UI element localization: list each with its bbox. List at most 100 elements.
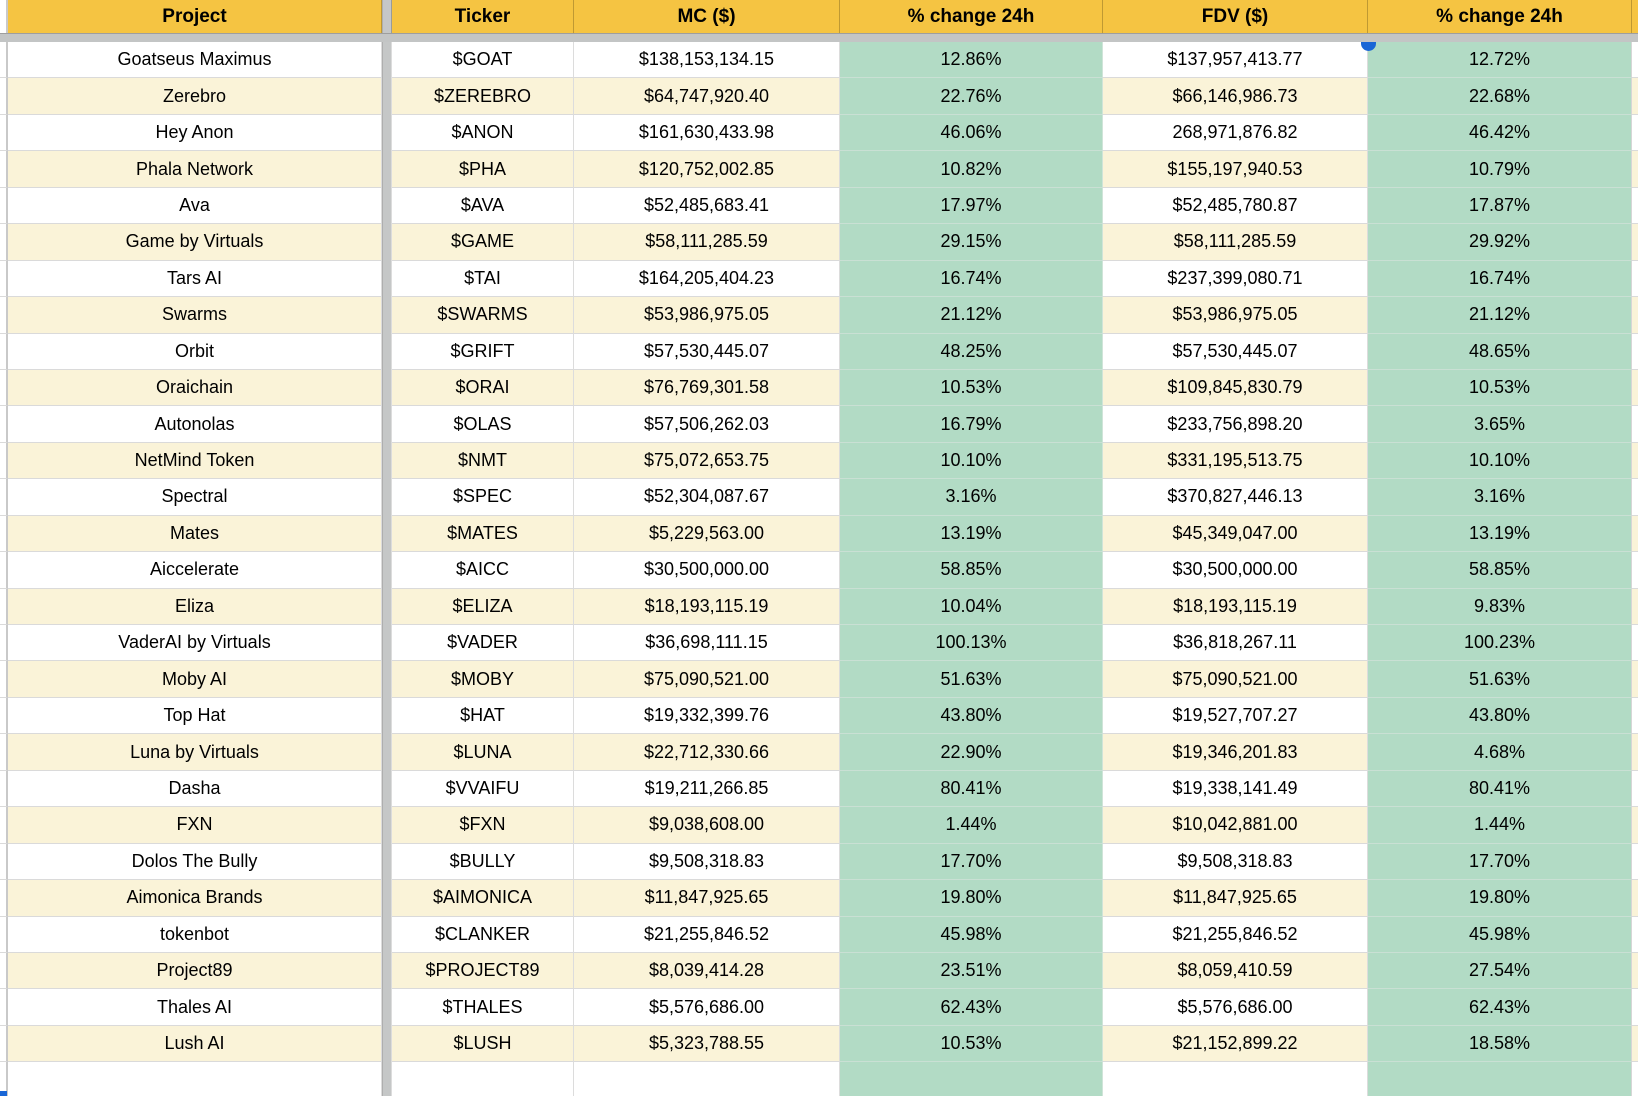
cell-change-mc[interactable]: 58.85% <box>840 552 1103 589</box>
cell-change-fdv[interactable]: 3.16% <box>1368 479 1632 516</box>
column-header-mc[interactable]: MC ($) <box>574 0 840 33</box>
cell-change-fdv[interactable]: 12.72% <box>1368 42 1632 79</box>
cell-ticker[interactable]: $BULLY <box>392 843 574 881</box>
cell-change-fdv[interactable]: 4.68% <box>1368 734 1632 771</box>
cell-change-fdv[interactable]: 16.74% <box>1368 260 1632 298</box>
cell-mc[interactable]: $64,747,920.40 <box>574 78 840 115</box>
column-group-collapse-marker[interactable] <box>1361 42 1376 51</box>
cell-ticker[interactable]: $LUSH <box>392 1025 574 1063</box>
cell-project[interactable]: Swarms <box>8 297 382 334</box>
cell-mc[interactable]: $53,986,975.05 <box>574 297 840 334</box>
cell-change-fdv[interactable]: 45.98% <box>1368 916 1632 953</box>
cell-ticker[interactable]: $ELIZA <box>392 588 574 625</box>
cell-change-fdv[interactable]: 29.92% <box>1368 224 1632 261</box>
cell-project[interactable]: Thales AI <box>8 989 382 1026</box>
column-header-ticker[interactable]: Ticker <box>392 0 574 33</box>
cell-ticker[interactable]: $OLAS <box>392 406 574 443</box>
cell-change-fdv[interactable]: 21.12% <box>1368 297 1632 334</box>
cell-change-mc[interactable] <box>840 1062 1103 1096</box>
cell-change-mc[interactable]: 16.79% <box>840 406 1103 443</box>
cell-change-mc[interactable]: 22.90% <box>840 734 1103 771</box>
cell-change-fdv[interactable]: 51.63% <box>1368 661 1632 698</box>
cell-fdv[interactable]: $57,530,445.07 <box>1103 333 1368 370</box>
cell-mc[interactable]: $22,712,330.66 <box>574 734 840 771</box>
cell-change-fdv[interactable]: 19.80% <box>1368 880 1632 917</box>
cell-project[interactable]: VaderAI by Virtuals <box>8 625 382 662</box>
cell-fdv[interactable]: $18,193,115.19 <box>1103 588 1368 625</box>
cell-mc[interactable]: $21,255,846.52 <box>574 916 840 953</box>
cell-fdv[interactable]: $109,845,830.79 <box>1103 369 1368 407</box>
cell-change-mc[interactable]: 10.53% <box>840 369 1103 407</box>
cell-change-mc[interactable]: 21.12% <box>840 297 1103 334</box>
cell-change-fdv[interactable]: 10.10% <box>1368 442 1632 480</box>
cell-ticker[interactable]: $PROJECT89 <box>392 952 574 990</box>
cell-project[interactable]: tokenbot <box>8 916 382 953</box>
cell-mc[interactable]: $19,332,399.76 <box>574 697 840 735</box>
cell-ticker[interactable] <box>392 1062 574 1096</box>
cell-mc[interactable]: $138,153,134.15 <box>574 42 840 79</box>
cell-change-mc[interactable]: 17.97% <box>840 187 1103 225</box>
cell-ticker[interactable]: $GOAT <box>392 42 574 79</box>
cell-fdv[interactable]: $53,986,975.05 <box>1103 297 1368 334</box>
cell-ticker[interactable]: $AVA <box>392 187 574 225</box>
cell-mc[interactable]: $58,111,285.59 <box>574 224 840 261</box>
cell-ticker[interactable]: $GAME <box>392 224 574 261</box>
cell-fdv[interactable]: $9,508,318.83 <box>1103 843 1368 881</box>
cell-change-mc[interactable]: 51.63% <box>840 661 1103 698</box>
cell-change-mc[interactable]: 12.86% <box>840 42 1103 79</box>
cell-fdv[interactable]: $331,195,513.75 <box>1103 442 1368 480</box>
cell-ticker[interactable]: $TAI <box>392 260 574 298</box>
cell-change-mc[interactable]: 19.80% <box>840 880 1103 917</box>
column-header-project[interactable]: Project <box>8 0 382 33</box>
cell-project[interactable]: Phala Network <box>8 151 382 188</box>
cell-change-fdv[interactable]: 43.80% <box>1368 697 1632 735</box>
cell-fdv[interactable]: $19,338,141.49 <box>1103 770 1368 808</box>
cell-change-mc[interactable]: 13.19% <box>840 515 1103 553</box>
cell-fdv[interactable]: $52,485,780.87 <box>1103 187 1368 225</box>
cell-change-mc[interactable]: 23.51% <box>840 952 1103 990</box>
cell-mc[interactable]: $164,205,404.23 <box>574 260 840 298</box>
cell-change-fdv[interactable]: 10.79% <box>1368 151 1632 188</box>
cell-mc[interactable]: $9,038,608.00 <box>574 807 840 844</box>
cell-fdv[interactable]: $233,756,898.20 <box>1103 406 1368 443</box>
cell-change-fdv[interactable] <box>1368 1062 1632 1096</box>
cell-ticker[interactable]: $SWARMS <box>392 297 574 334</box>
cell-project[interactable]: Mates <box>8 515 382 553</box>
cell-mc[interactable] <box>574 1062 840 1096</box>
cell-project[interactable]: Hey Anon <box>8 114 382 152</box>
cell-change-fdv[interactable]: 80.41% <box>1368 770 1632 808</box>
cell-project[interactable]: Project89 <box>8 952 382 990</box>
cell-fdv[interactable]: $66,146,986.73 <box>1103 78 1368 115</box>
cell-fdv[interactable]: $19,346,201.83 <box>1103 734 1368 771</box>
cell-ticker[interactable]: $PHA <box>392 151 574 188</box>
cell-change-mc[interactable]: 3.16% <box>840 479 1103 516</box>
cell-project[interactable]: Moby AI <box>8 661 382 698</box>
cell-change-mc[interactable]: 10.04% <box>840 588 1103 625</box>
cell-project[interactable]: Dasha <box>8 770 382 808</box>
cell-project[interactable]: Goatseus Maximus <box>8 42 382 79</box>
cell-mc[interactable]: $57,530,445.07 <box>574 333 840 370</box>
cell-project[interactable]: FXN <box>8 807 382 844</box>
cell-fdv[interactable]: $137,957,413.77 <box>1103 42 1368 79</box>
cell-change-mc[interactable]: 45.98% <box>840 916 1103 953</box>
cell-mc[interactable]: $8,039,414.28 <box>574 952 840 990</box>
cell-change-fdv[interactable]: 1.44% <box>1368 807 1632 844</box>
cell-fdv[interactable]: $8,059,410.59 <box>1103 952 1368 990</box>
cell-fdv[interactable]: $75,090,521.00 <box>1103 661 1368 698</box>
cell-fdv[interactable] <box>1103 1062 1368 1096</box>
cell-mc[interactable]: $161,630,433.98 <box>574 114 840 152</box>
cell-mc[interactable]: $9,508,318.83 <box>574 843 840 881</box>
cell-ticker[interactable]: $SPEC <box>392 479 574 516</box>
cell-change-fdv[interactable]: 9.83% <box>1368 588 1632 625</box>
cell-change-mc[interactable]: 100.13% <box>840 625 1103 662</box>
cell-change-fdv[interactable]: 62.43% <box>1368 989 1632 1026</box>
cell-fdv[interactable]: $370,827,446.13 <box>1103 479 1368 516</box>
cell-project[interactable]: Luna by Virtuals <box>8 734 382 771</box>
cell-mc[interactable]: $75,090,521.00 <box>574 661 840 698</box>
column-header-fdv[interactable]: FDV ($) <box>1103 0 1368 33</box>
cell-fdv[interactable]: 268,971,876.82 <box>1103 114 1368 152</box>
cell-ticker[interactable]: $FXN <box>392 807 574 844</box>
cell-ticker[interactable]: $LUNA <box>392 734 574 771</box>
cell-ticker[interactable]: $VADER <box>392 625 574 662</box>
cell-change-mc[interactable]: 17.70% <box>840 843 1103 881</box>
